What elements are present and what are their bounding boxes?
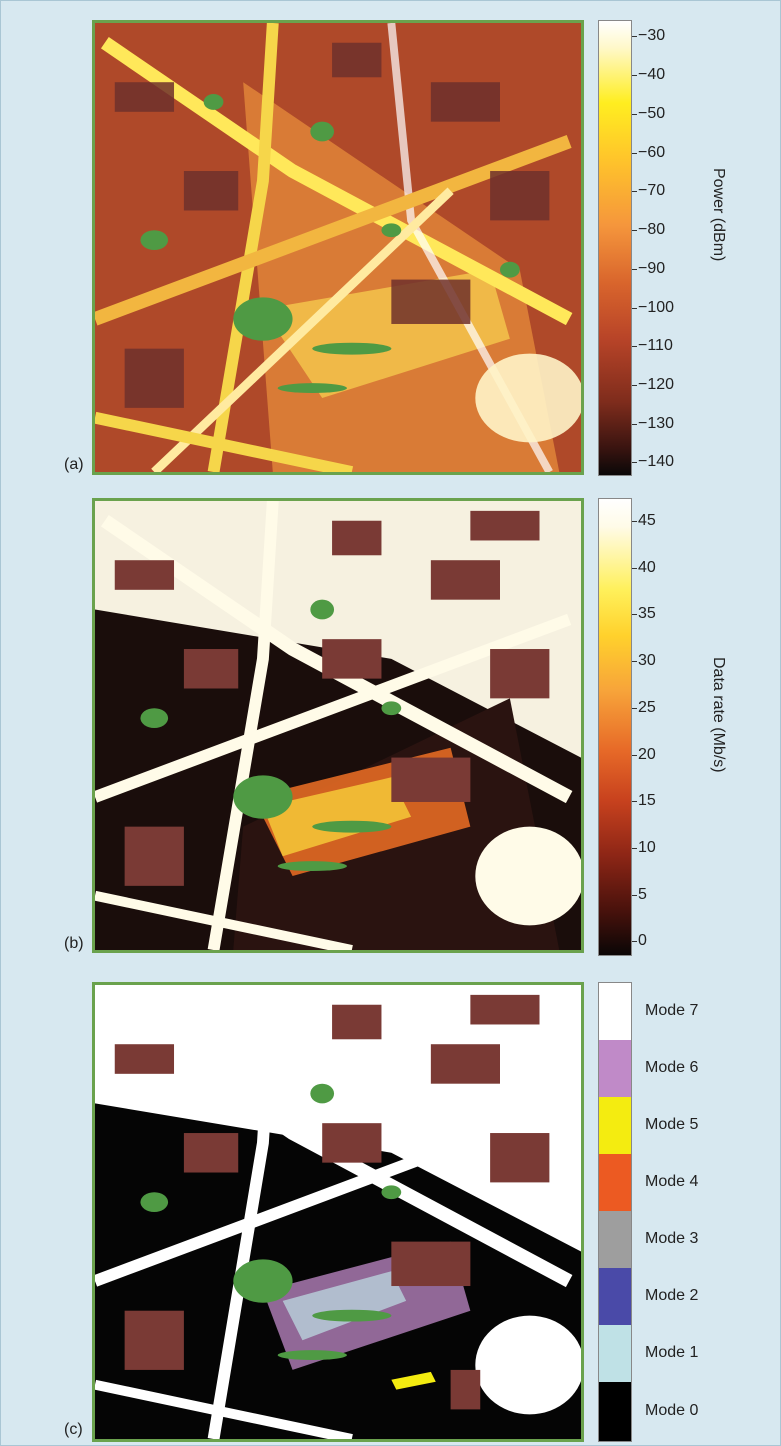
mode-label: Mode 5	[645, 1116, 699, 1133]
power-map-image	[95, 23, 581, 472]
mode-label: Mode 4	[645, 1173, 699, 1190]
colorbar-tick: −40	[631, 66, 666, 83]
panel-label: (c)	[64, 1421, 83, 1438]
colorbar-tick: −30	[631, 27, 666, 44]
mode-swatch	[599, 1325, 631, 1382]
mode-label: Mode 0	[645, 1402, 699, 1419]
colorbar-tick: −90	[631, 260, 666, 277]
colorbar-tick: 25	[632, 699, 656, 716]
colorbar-tick: −100	[631, 299, 675, 316]
colorbar-tick: 0	[632, 932, 647, 949]
data-rate-colorbar	[598, 498, 632, 956]
mode-swatch	[599, 1211, 631, 1268]
colorbar-tick: −50	[631, 105, 666, 122]
data-rate-colorbar-title: Data rate (Mb/s)	[710, 657, 727, 773]
data-rate-map	[92, 498, 584, 953]
colorbar-tick: −120	[631, 376, 675, 393]
mode-label: Mode 1	[645, 1344, 699, 1361]
data-rate-map-image	[95, 501, 581, 950]
power-map	[92, 20, 584, 475]
colorbar-tick: −70	[631, 182, 666, 199]
mode-swatch	[599, 1382, 631, 1441]
colorbar-tick: 15	[632, 792, 656, 809]
colorbar-tick: 35	[632, 605, 656, 622]
mode-swatch	[599, 1154, 631, 1211]
colorbar-tick: −60	[631, 144, 666, 161]
mode-swatch	[599, 1097, 631, 1154]
colorbar-tick: 45	[632, 512, 656, 529]
panel-label: (b)	[64, 935, 84, 952]
power-colorbar	[598, 20, 632, 476]
mode-label: Mode 3	[645, 1230, 699, 1247]
panel-c: (c) Mode 7 Mode 6 Mode 5 Mode 4 Mode 3 M…	[0, 966, 781, 1446]
colorbar-tick: 10	[632, 839, 656, 856]
mode-map-image	[95, 985, 581, 1439]
colorbar-tick: −140	[631, 453, 675, 470]
mode-label: Mode 2	[645, 1287, 699, 1304]
mode-legend: Mode 7 Mode 6 Mode 5 Mode 4 Mode 3 Mode …	[598, 982, 698, 1442]
mode-swatch	[599, 983, 631, 1040]
colorbar-tick: −130	[631, 415, 675, 432]
mode-swatch	[599, 1268, 631, 1325]
colorbar-tick: 40	[632, 559, 656, 576]
mode-label: Mode 6	[645, 1059, 699, 1076]
mode-swatch	[599, 1040, 631, 1097]
colorbar-tick: −80	[631, 221, 666, 238]
mode-label: Mode 7	[645, 1002, 699, 1019]
colorbar-tick: 20	[632, 746, 656, 763]
colorbar-tick: −110	[632, 337, 673, 354]
panel-label: (a)	[64, 456, 84, 473]
colorbar-tick: 5	[632, 886, 647, 903]
panel-a: (a) −30 −40 −50 −60 −70 −80 −90 −100 −11…	[0, 0, 781, 482]
mode-map	[92, 982, 584, 1442]
power-colorbar-title: Power (dBm)	[710, 168, 727, 262]
panel-b: (b) 45 40 35 30 25 20 15 10 5 0 Data rat…	[0, 482, 781, 966]
colorbar-tick: 30	[632, 652, 656, 669]
